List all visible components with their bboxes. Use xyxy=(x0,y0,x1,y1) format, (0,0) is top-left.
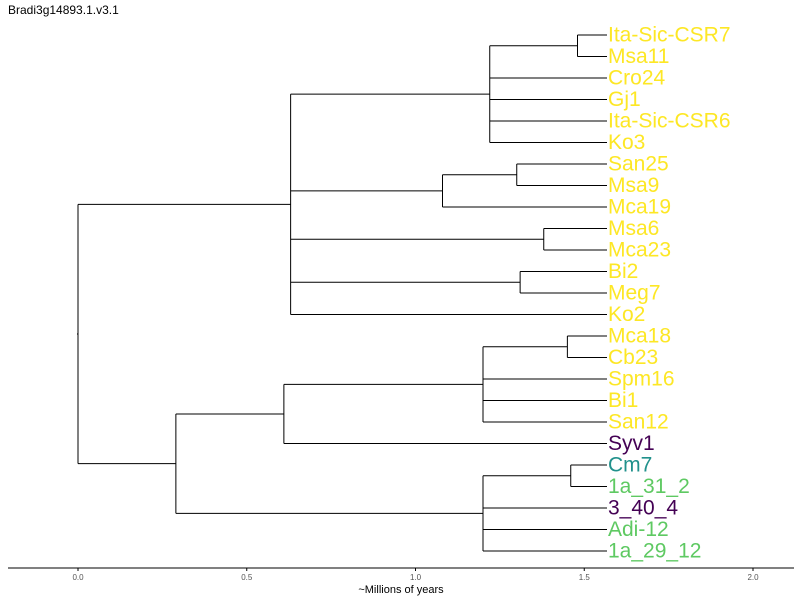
leaf-label: Meg7 xyxy=(608,282,661,305)
leaf-label: Bi2 xyxy=(608,260,638,283)
leaf-label: 3_40_4 xyxy=(608,497,678,520)
leaf-label: Ita-Sic-CSR6 xyxy=(608,110,731,133)
x-tick-label: 0.0 xyxy=(72,573,84,582)
leaf-label: Spm16 xyxy=(608,368,675,391)
leaf-label: Mca18 xyxy=(608,325,671,348)
leaf-label: Mca19 xyxy=(608,196,671,219)
leaf-label: Syv1 xyxy=(608,432,655,455)
x-tick-label: 2.0 xyxy=(747,573,759,582)
leaf-label: 1a_31_2 xyxy=(608,475,690,498)
x-axis: 0.0 0.5 1.0 1.5 2.0 ~Millions of years xyxy=(8,567,794,596)
x-tick-label: 0.5 xyxy=(241,573,253,582)
leaf-label: Cro24 xyxy=(608,67,666,90)
leaf-label: Adi-12 xyxy=(608,518,669,541)
leaf-labels: Ita-Sic-CSR7Msa11Cro24Gj1Ita-Sic-CSR6Ko3… xyxy=(608,24,731,563)
leaf-label: Cb23 xyxy=(608,346,658,369)
x-axis-ticks: 0.0 0.5 1.0 1.5 2.0 xyxy=(72,568,759,582)
x-tick-label: 1.5 xyxy=(579,573,591,582)
x-axis-label: ~Millions of years xyxy=(358,584,444,596)
leaf-label: Cm7 xyxy=(608,454,652,477)
tree-branches xyxy=(77,34,607,552)
leaf-label: Msa6 xyxy=(608,217,659,240)
x-tick-label: 1.0 xyxy=(410,573,422,582)
leaf-label: Msa9 xyxy=(608,174,659,197)
leaf-label: 1a_29_12 xyxy=(608,540,701,563)
plot-title: Bradi3g14893.1.v3.1 xyxy=(8,3,119,17)
leaf-label: Msa11 xyxy=(608,45,669,68)
leaf-label: Ita-Sic-CSR7 xyxy=(608,24,731,47)
leaf-label: Ko2 xyxy=(608,303,645,326)
leaf-label: Bi1 xyxy=(608,389,638,412)
leaf-label: San25 xyxy=(608,153,669,176)
leaf-label: Ko3 xyxy=(608,131,645,154)
leaf-label: Mca23 xyxy=(608,239,671,262)
leaf-label: Gj1 xyxy=(608,88,641,111)
leaf-label: San12 xyxy=(608,411,669,434)
